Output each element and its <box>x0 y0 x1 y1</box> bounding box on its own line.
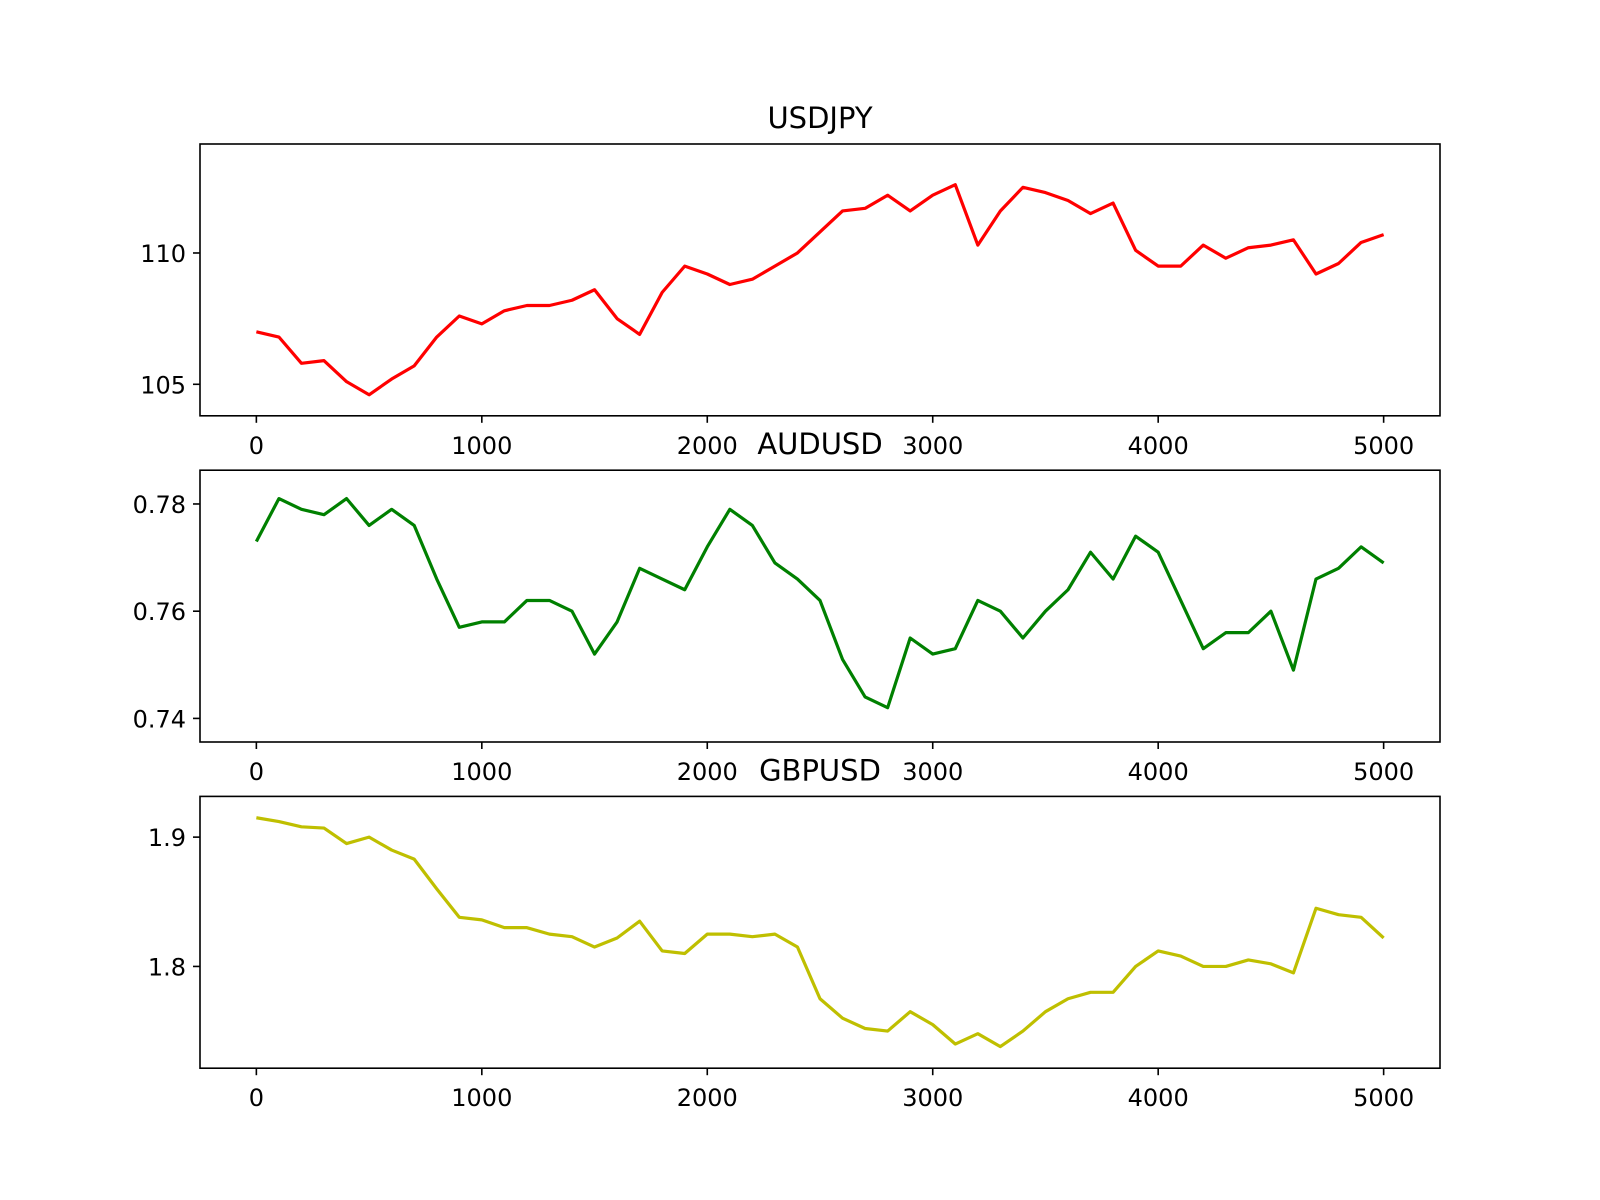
axes-frame <box>199 143 1441 417</box>
y-tick-label: 110 <box>140 240 186 268</box>
x-tick-label: 1000 <box>451 1084 512 1112</box>
x-tick-label: 1000 <box>451 432 512 460</box>
line <box>256 816 1385 1049</box>
y-tick-label: 0.76 <box>133 598 186 626</box>
x-tick-label: 5000 <box>1353 1084 1414 1112</box>
x-tick-label: 5000 <box>1353 758 1414 786</box>
x-tick-label: 2000 <box>677 432 738 460</box>
y-tick-label: 105 <box>140 371 186 399</box>
x-tick-label: 0 <box>249 432 264 460</box>
chart-title: USDJPY <box>767 101 872 135</box>
x-tick-label: 4000 <box>1128 1084 1189 1112</box>
x-tick-label: 0 <box>249 758 264 786</box>
x-tick-label: 3000 <box>902 1084 963 1112</box>
y-tick-label: 0.78 <box>133 491 186 519</box>
x-tick-label: 4000 <box>1128 432 1189 460</box>
x-tick-label: 5000 <box>1353 432 1414 460</box>
x-tick-label: 3000 <box>902 432 963 460</box>
axes-frame <box>199 795 1441 1070</box>
x-tick-label: 4000 <box>1128 758 1189 786</box>
chart-title: GBPUSD <box>759 753 881 787</box>
line <box>254 497 1385 710</box>
y-tick-label: 1.8 <box>148 953 186 981</box>
x-tick-label: 3000 <box>902 758 963 786</box>
x-tick-label: 2000 <box>677 1084 738 1112</box>
x-tick-label: 0 <box>249 1084 264 1112</box>
x-tick-label: 1000 <box>451 758 512 786</box>
axes-frame <box>199 469 1441 743</box>
x-tick-label: 2000 <box>677 758 738 786</box>
y-tick-label: 0.74 <box>133 705 186 733</box>
chart-title: AUDUSD <box>757 427 882 461</box>
line <box>255 183 1385 397</box>
y-tick-label: 1.9 <box>148 824 186 852</box>
